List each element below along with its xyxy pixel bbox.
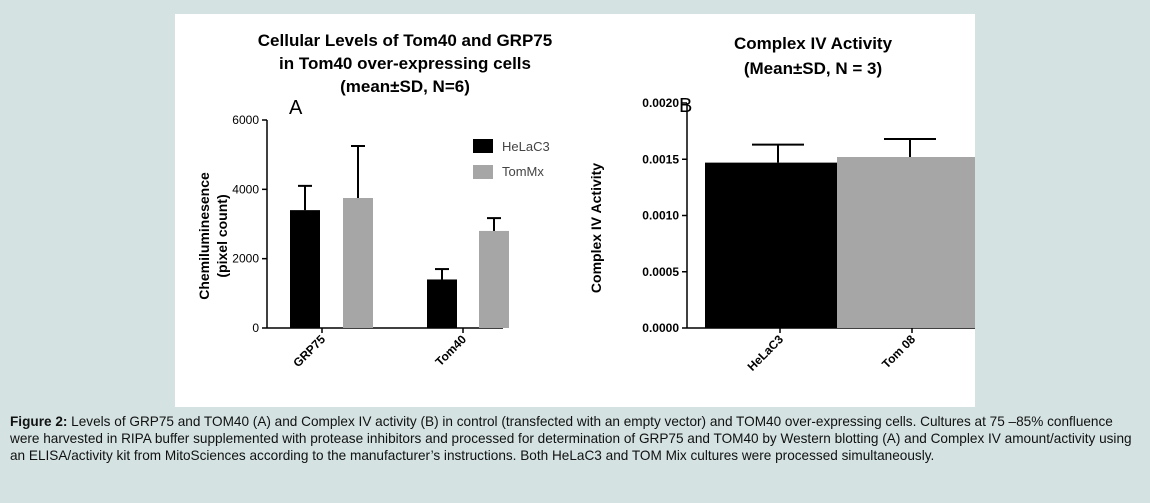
figure-panel: Cellular Levels of Tom40 and GRP75 in To…: [175, 14, 975, 407]
chart-b-panel-letter: B: [679, 95, 692, 117]
chart-b-x-ticks: HeLaC3 Tom 08: [745, 328, 918, 374]
chart-a: Cellular Levels of Tom40 and GRP75 in To…: [196, 31, 552, 370]
chart-a-y-tick-label: 6000: [232, 113, 259, 127]
chart-a-x-tick-label: GRP75: [290, 332, 328, 370]
chart-b-bar: [837, 157, 975, 328]
chart-a-bars: [290, 145, 509, 328]
chart-a-title-line-1: Cellular Levels of Tom40 and GRP75: [258, 31, 552, 50]
chart-a-y-tick-label: 2000: [232, 252, 259, 266]
chart-b-y-tick-label: 0.0010: [642, 209, 679, 223]
chart-b-x-tick-label: Tom 08: [879, 332, 918, 371]
figure-caption: Figure 2: Levels of GRP75 and TOM40 (A) …: [10, 413, 1140, 464]
chart-a-x-ticks: GRP75 Tom40: [290, 328, 469, 370]
chart-b-y-tick-label: 0.0020: [642, 96, 679, 110]
chart-b-y-tick-label: 0.0015: [642, 152, 679, 166]
caption-label: Figure 2:: [10, 414, 68, 429]
chart-b-title-line-1: Complex IV Activity: [734, 34, 893, 53]
chart-a-bar: [290, 210, 320, 328]
chart-a-legend: HeLaC3 TomMx: [473, 139, 550, 179]
chart-a-y-axis-label-line-1: Chemiluminesence: [196, 172, 212, 300]
chart-a-title-line-2: in Tom40 over-expressing cells: [279, 54, 531, 73]
chart-a-bar: [479, 230, 509, 328]
figure-charts: Cellular Levels of Tom40 and GRP75 in To…: [196, 31, 975, 374]
chart-b-bars: [705, 138, 975, 328]
chart-b-bar: [705, 162, 851, 328]
chart-a-y-tick-label: 0: [252, 321, 259, 335]
legend-label-helac3: HeLaC3: [502, 139, 550, 154]
legend-swatch-helac3: [473, 139, 493, 153]
chart-a-bar: [427, 279, 457, 328]
chart-b: Complex IV Activity (Mean±SD, N = 3) B C…: [588, 34, 975, 374]
chart-a-bar: [343, 198, 373, 328]
legend-swatch-tommx: [473, 165, 493, 179]
chart-a-panel-letter: A: [289, 97, 303, 119]
chart-b-x-tick-label: HeLaC3: [745, 332, 787, 374]
caption-text: Levels of GRP75 and TOM40 (A) and Comple…: [10, 414, 1132, 463]
chart-b-title-line-2: (Mean±SD, N = 3): [744, 59, 882, 78]
chart-b-y-tick-label: 0.0005: [642, 265, 679, 279]
chart-b-y-axis-label: Complex IV Activity: [588, 163, 604, 293]
chart-a-title-line-3: (mean±SD, N=6): [340, 77, 470, 96]
chart-b-y-tick-label: 0.0000: [642, 321, 679, 335]
chart-a-y-axis-label-line-2: (pixel count): [214, 194, 230, 277]
legend-label-tommx: TomMx: [502, 164, 544, 179]
chart-a-x-tick-label: Tom40: [432, 332, 469, 369]
chart-a-y-tick-label: 4000: [232, 182, 259, 196]
